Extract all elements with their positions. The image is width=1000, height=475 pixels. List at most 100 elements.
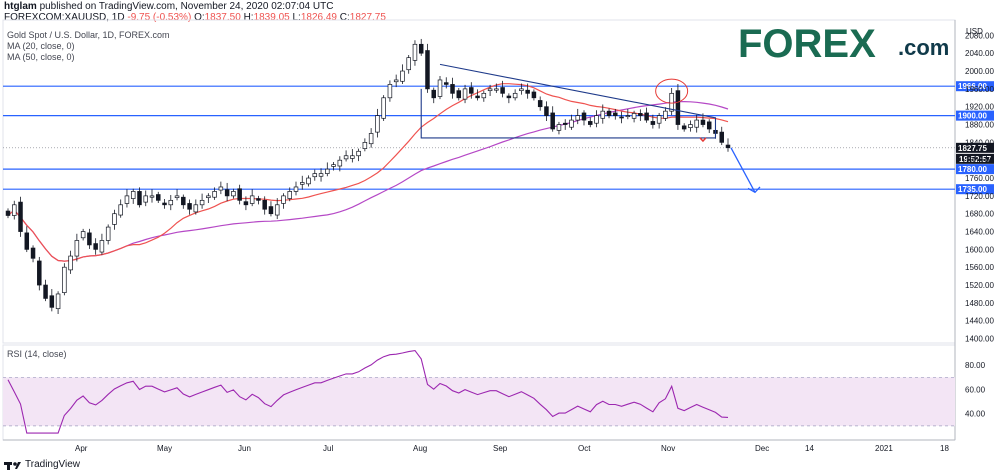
- candle[interactable]: [24, 232, 30, 250]
- candle[interactable]: [656, 115, 662, 124]
- candle[interactable]: [462, 88, 468, 100]
- candle[interactable]: [525, 89, 530, 94]
- candle[interactable]: [74, 240, 80, 257]
- candle[interactable]: [118, 204, 123, 216]
- candle[interactable]: [375, 115, 380, 133]
- candle[interactable]: [243, 201, 249, 206]
- price-pane[interactable]: [2, 19, 956, 344]
- candle[interactable]: [318, 173, 324, 177]
- candle[interactable]: [343, 155, 349, 160]
- candle[interactable]: [694, 119, 699, 128]
- candle[interactable]: [537, 100, 543, 108]
- candle[interactable]: [450, 84, 455, 94]
- candle[interactable]: [613, 112, 618, 116]
- candle[interactable]: [644, 112, 649, 121]
- candle[interactable]: [356, 150, 361, 157]
- candle[interactable]: [168, 199, 174, 206]
- tradingview-footer[interactable]: TradingView: [4, 459, 80, 470]
- candle[interactable]: [187, 203, 192, 210]
- candle[interactable]: [444, 82, 449, 85]
- candle[interactable]: [725, 144, 731, 149]
- candle[interactable]: [562, 122, 568, 125]
- candle[interactable]: [68, 255, 73, 271]
- candle[interactable]: [425, 50, 430, 90]
- candle[interactable]: [49, 295, 55, 308]
- candle[interactable]: [218, 186, 224, 191]
- candle[interactable]: [418, 43, 424, 54]
- candle[interactable]: [594, 115, 599, 124]
- candle[interactable]: [719, 131, 724, 143]
- candle[interactable]: [350, 155, 355, 159]
- candle[interactable]: [494, 88, 499, 91]
- candle[interactable]: [231, 191, 236, 197]
- candle[interactable]: [475, 95, 480, 99]
- candle[interactable]: [681, 125, 687, 130]
- candle[interactable]: [481, 92, 487, 99]
- candle[interactable]: [675, 90, 681, 125]
- candle[interactable]: [544, 106, 549, 116]
- candle[interactable]: [43, 284, 48, 299]
- candle[interactable]: [105, 226, 111, 241]
- candle[interactable]: [688, 124, 693, 129]
- candle[interactable]: [625, 115, 631, 117]
- candle[interactable]: [174, 195, 180, 199]
- candle[interactable]: [300, 182, 305, 185]
- candle[interactable]: [12, 204, 17, 216]
- candle[interactable]: [137, 191, 142, 206]
- candle[interactable]: [362, 142, 368, 149]
- candle[interactable]: [431, 89, 436, 99]
- candle[interactable]: [62, 266, 67, 293]
- ma50-line[interactable]: [7, 100, 729, 262]
- candle[interactable]: [663, 110, 668, 119]
- candle[interactable]: [406, 57, 411, 71]
- ma50-legend[interactable]: MA (50, close, 0): [7, 52, 75, 62]
- rsi-line[interactable]: [7, 350, 729, 434]
- candle[interactable]: [237, 188, 242, 201]
- candle[interactable]: [325, 168, 330, 174]
- candle[interactable]: [381, 97, 386, 119]
- candle[interactable]: [393, 79, 399, 83]
- candle[interactable]: [368, 133, 374, 145]
- candle[interactable]: [631, 113, 637, 119]
- descending-triangle[interactable]: [420, 63, 717, 139]
- candle[interactable]: [456, 90, 462, 99]
- candle[interactable]: [149, 195, 155, 198]
- candle[interactable]: [312, 173, 318, 178]
- candle[interactable]: [18, 201, 23, 232]
- candle[interactable]: [130, 191, 136, 199]
- candle[interactable]: [287, 191, 292, 199]
- candle[interactable]: [487, 88, 493, 92]
- candle[interactable]: [575, 115, 580, 121]
- candle[interactable]: [556, 124, 562, 131]
- candle[interactable]: [143, 195, 148, 203]
- candle[interactable]: [519, 88, 524, 92]
- candle[interactable]: [437, 79, 443, 97]
- candle[interactable]: [30, 247, 36, 259]
- candle[interactable]: [581, 112, 587, 121]
- candle[interactable]: [619, 116, 624, 119]
- candle[interactable]: [199, 199, 205, 206]
- candle[interactable]: [37, 260, 42, 286]
- candle[interactable]: [588, 121, 593, 125]
- candle[interactable]: [99, 240, 105, 253]
- candle[interactable]: [181, 196, 186, 206]
- candle[interactable]: [600, 110, 606, 119]
- candle[interactable]: [400, 70, 405, 82]
- candle[interactable]: [249, 195, 255, 204]
- candle[interactable]: [569, 119, 574, 128]
- candle[interactable]: [162, 202, 167, 206]
- candle[interactable]: [256, 198, 261, 201]
- candle[interactable]: [87, 232, 92, 246]
- candle[interactable]: [506, 95, 512, 99]
- candle[interactable]: [206, 195, 211, 199]
- ma20-line[interactable]: [7, 83, 729, 262]
- candle[interactable]: [669, 92, 674, 112]
- rsi-legend[interactable]: RSI (14, close): [7, 349, 67, 359]
- breakout-circle[interactable]: [655, 78, 689, 104]
- candle[interactable]: [469, 87, 474, 94]
- candle[interactable]: [93, 243, 98, 250]
- candle[interactable]: [306, 177, 311, 185]
- candle[interactable]: [55, 293, 61, 310]
- candle[interactable]: [268, 206, 274, 215]
- candle[interactable]: [650, 121, 656, 125]
